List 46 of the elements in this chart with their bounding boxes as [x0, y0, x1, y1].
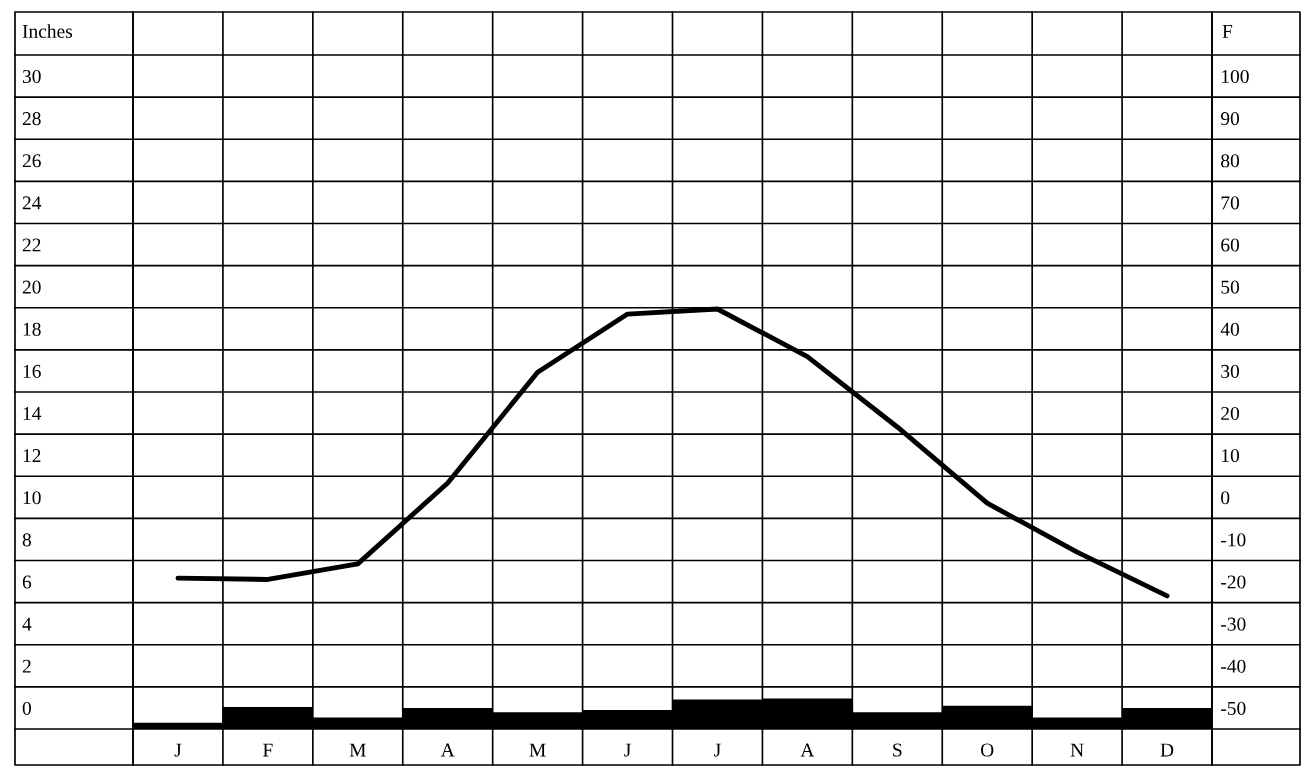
y2-axis-title: F [1222, 24, 1233, 38]
y-tick-label: 22 [22, 238, 41, 252]
y2-tick-label: 20 [1221, 406, 1240, 421]
y2-tick-label: 0 [1221, 491, 1230, 505]
y-tick-label: 16 [23, 364, 41, 378]
y2-tick-label: 40 [1220, 322, 1240, 336]
x-tick-label: J [714, 743, 721, 757]
y2-tick-label: -30 [1221, 617, 1246, 631]
y2-tick-label: -50 [1221, 701, 1246, 715]
x-tick-label: N [1070, 743, 1084, 757]
x-tick-label: J [174, 743, 182, 757]
y2-tick-label: -20 [1221, 575, 1246, 589]
x-tick-label: O [980, 743, 994, 757]
y-tick-label: 24 [22, 196, 42, 210]
x-tick-label: D [1160, 743, 1174, 757]
y2-tick-label: 60 [1221, 238, 1240, 252]
x-tick-label: J [624, 743, 631, 757]
y-tick-label: 28 [22, 112, 41, 126]
y-tick-label: 0 [22, 701, 31, 715]
x-tick-label: A [440, 743, 455, 757]
x-tick-label: S [893, 743, 902, 757]
x-tick-label: A [800, 743, 815, 757]
y-axis-title: Inches [22, 24, 73, 38]
y-tick-label: 12 [23, 449, 41, 462]
y-tick-label: 18 [23, 322, 41, 336]
y-tick-label: 2 [22, 659, 31, 673]
y2-tick-label: 100 [1222, 69, 1249, 84]
y2-tick-label: -40 [1221, 659, 1246, 673]
y2-tick-label: 70 [1221, 196, 1240, 210]
y-tick-label: 30 [22, 69, 41, 84]
y2-tick-label: -10 [1221, 533, 1246, 547]
x-tick-label: F [263, 743, 273, 757]
y-tick-label: 10 [23, 491, 41, 505]
y-tick-label: 20 [22, 280, 41, 294]
y-tick-label: 14 [23, 407, 42, 420]
y2-tick-label: 50 [1221, 280, 1240, 294]
y2-tick-label: 30 [1221, 364, 1240, 378]
y2-tick-label: 10 [1222, 449, 1240, 463]
y-tick-label: 8 [22, 533, 31, 547]
y2-tick-label: 80 [1221, 154, 1240, 168]
y-tick-label: 26 [22, 154, 41, 168]
x-tick-label: M [529, 743, 546, 757]
y-tick-label: 6 [22, 575, 32, 589]
y-tick-label: 4 [22, 617, 32, 631]
y2-tick-label: 90 [1220, 112, 1240, 126]
x-tick-label: M [349, 743, 366, 757]
